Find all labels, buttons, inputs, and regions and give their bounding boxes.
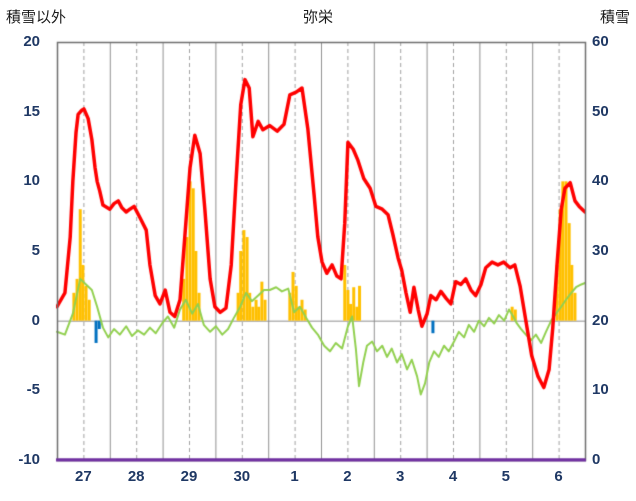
left-axis-tick: 5 (31, 242, 40, 259)
x-axis-day-label: 2 (343, 468, 352, 485)
left-axis-tick: 0 (31, 311, 40, 329)
x-axis-day-label: 5 (501, 468, 510, 485)
right-axis-tick: 0 (592, 451, 601, 468)
x-axis-day-label: 4 (448, 468, 458, 485)
right-axis-tick: 60 (592, 33, 609, 50)
x-axis-day-label: 6 (554, 468, 563, 485)
x-axis-day-label: 1 (290, 468, 299, 485)
right-axis-title: 積雪 (599, 9, 630, 26)
right-axis-tick: 20 (592, 311, 609, 329)
right-axis-tick: 10 (592, 381, 609, 399)
x-axis-day-label: 3 (396, 468, 405, 485)
right-axis-tick: 50 (592, 102, 609, 120)
x-axis-day-label: 29 (180, 468, 198, 485)
x-axis-day-label: 30 (233, 468, 251, 485)
right-axis-tick: 30 (592, 242, 609, 259)
left-axis-title: 積雪以外 (6, 9, 67, 26)
left-axis-tick: -5 (26, 381, 40, 399)
left-axis-tick: 10 (23, 172, 40, 190)
left-axis-tick: 20 (23, 33, 40, 50)
chart-title: 弥栄 (302, 9, 333, 26)
right-axis-tick: 40 (592, 172, 609, 190)
left-axis-tick: -10 (18, 451, 40, 468)
x-axis-day-label: 28 (127, 468, 145, 485)
left-axis-tick: 15 (23, 102, 40, 120)
x-axis-day-label: 27 (75, 468, 92, 485)
